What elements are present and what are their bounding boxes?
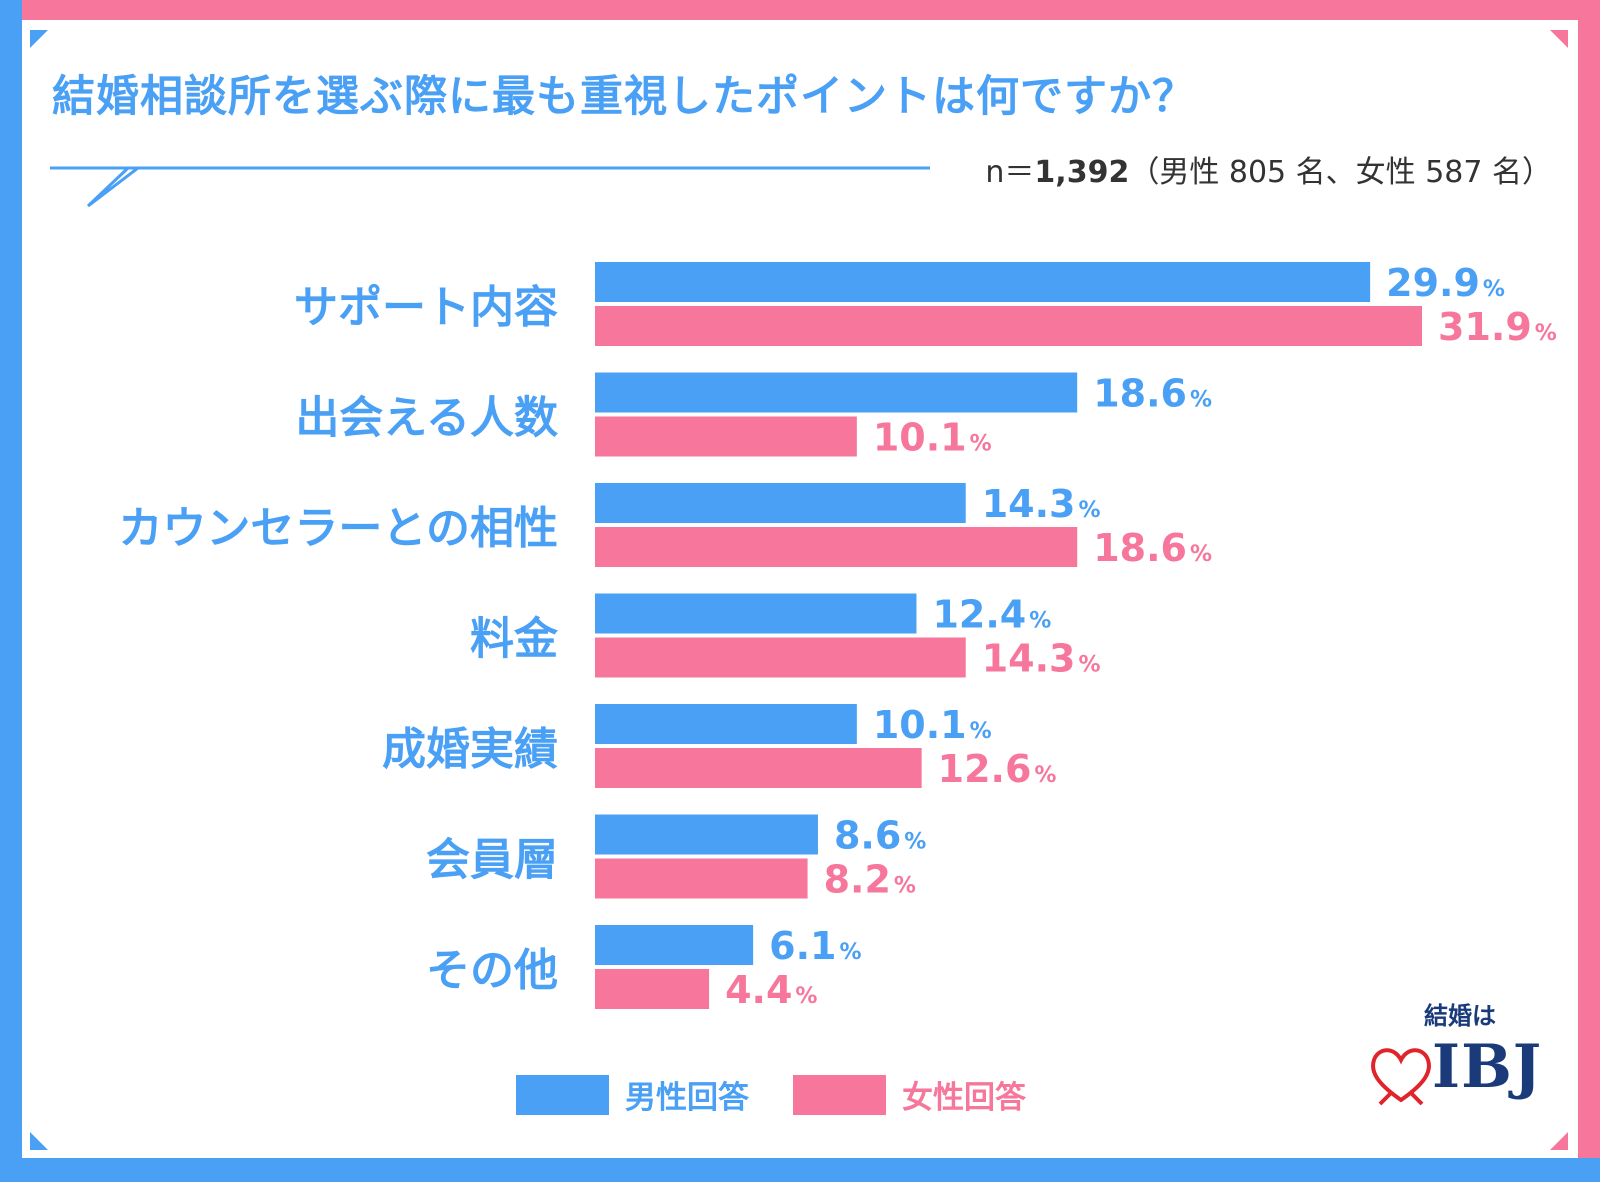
speech-bubble-line [50,166,930,208]
bar-male [595,372,1078,413]
value-label-male: 12.4% [932,593,1051,637]
frame-top-border [0,0,1600,20]
bar-male [595,814,818,855]
legend-swatch-male [516,1074,609,1115]
corner-triangle-bottom-right [1550,1132,1568,1150]
bar-female [595,306,1422,346]
category-label: 会員層 [426,835,558,886]
value-label-female: 10.1% [873,416,992,460]
value-label-female: 14.3% [982,637,1101,681]
legend-label-male: 男性回答 [625,1080,749,1116]
value-label-female: 31.9% [1438,305,1557,349]
legend-item-female: 女性回答 [793,1072,1026,1117]
value-label-male: 10.1% [873,703,992,747]
bar-female [595,637,966,678]
sample-size-total: 1,392 [1034,155,1130,190]
value-label-male: 8.6% [834,814,926,858]
bar-male [595,593,917,634]
logo-brand: IBJ [1432,1032,1543,1102]
value-label-female: 8.2% [824,858,916,902]
value-label-male: 14.3% [982,482,1101,526]
category-label: その他 [426,945,558,996]
frame-bottom-border [0,1158,1600,1182]
value-label-male: 29.9% [1386,261,1505,305]
value-label-male: 6.1% [769,924,861,968]
sample-size: n＝1,392（男性 805 名、女性 587 名） [985,147,1552,191]
bar-male [595,483,966,523]
frame-left-border [0,0,22,1182]
chart-legend: 男性回答 女性回答 [516,1072,1070,1117]
value-label-male: 18.6% [1093,372,1212,416]
bar-male [595,925,754,965]
bar-female [595,527,1078,567]
sample-size-breakdown: （男性 805 名、女性 587 名） [1129,155,1552,190]
corner-triangle-bottom-left [30,1132,48,1150]
chart-title: 結婚相談所を選ぶ際に最も重視したポイントは何ですか？ [52,72,1196,122]
corner-triangle-top-right [1550,30,1568,48]
bar-male [595,704,857,744]
bar-male [595,262,1371,302]
corner-triangle-top-left [30,30,48,48]
ibj-logo: 結婚は IBJ [1368,996,1558,1136]
category-label: 成婚実績 [382,724,558,775]
sample-size-prefix: n＝ [985,155,1035,190]
value-label-female: 12.6% [938,747,1057,791]
heart-icon [1371,1048,1431,1106]
category-label: 出会える人数 [295,393,558,444]
logo-tagline: 結婚は [1424,1001,1496,1030]
legend-swatch-female [793,1074,886,1115]
bar-female [595,416,857,457]
category-label: サポート内容 [294,282,558,333]
category-label: カウンセラーとの相性 [118,503,558,554]
bar-female [595,969,710,1009]
legend-label-female: 女性回答 [902,1080,1026,1116]
frame-right-border [1578,0,1600,1182]
legend-item-male: 男性回答 [516,1072,749,1117]
value-label-female: 18.6% [1093,526,1212,570]
bar-female [595,748,922,788]
value-label-female: 4.4% [725,968,817,1012]
bar-female [595,858,808,899]
category-label: 料金 [470,614,559,665]
